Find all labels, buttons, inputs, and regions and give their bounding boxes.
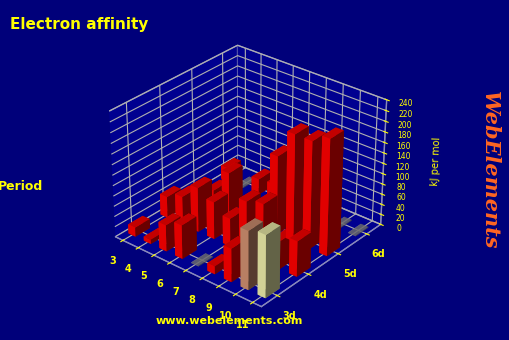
Text: WebElements: WebElements <box>478 91 499 249</box>
Text: Period: Period <box>0 181 43 193</box>
Text: www.webelements.com: www.webelements.com <box>156 317 302 326</box>
Text: Electron affinity: Electron affinity <box>10 17 148 32</box>
